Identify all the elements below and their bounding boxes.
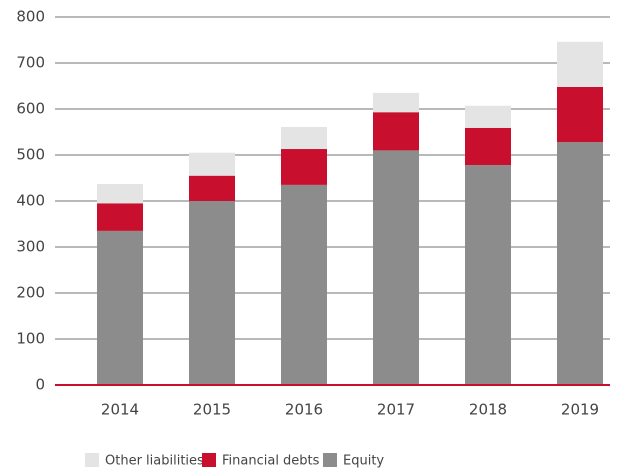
y-tick-label: 100 xyxy=(16,330,45,348)
bar-segment xyxy=(557,142,603,385)
y-tick-label: 300 xyxy=(16,238,45,256)
y-tick-label: 600 xyxy=(16,100,45,118)
bar-segment xyxy=(281,149,327,185)
legend-swatch xyxy=(85,453,99,467)
y-tick-label: 200 xyxy=(16,284,45,302)
bar-segment xyxy=(465,105,511,128)
legend-swatch xyxy=(323,453,337,467)
x-tick-label: 2019 xyxy=(561,401,599,419)
x-tick-label: 2016 xyxy=(285,401,323,419)
legend-label: Financial debts xyxy=(222,454,320,469)
y-tick-label: 500 xyxy=(16,146,45,164)
bar-segment xyxy=(281,126,327,150)
legend-swatch xyxy=(202,453,216,467)
bar-segment xyxy=(557,86,603,143)
bar-segment xyxy=(189,152,235,176)
y-tick-label: 0 xyxy=(35,376,45,394)
y-tick-label: 700 xyxy=(16,54,45,72)
legend-label: Equity xyxy=(343,454,384,469)
x-tick-label: 2014 xyxy=(101,401,139,419)
bar-segment xyxy=(189,201,235,385)
x-tick-label: 2017 xyxy=(377,401,415,419)
bar-segment xyxy=(465,127,511,166)
bar-segment xyxy=(97,183,143,204)
y-tick-label: 400 xyxy=(16,192,45,210)
legend-label: Other liabilities xyxy=(105,454,204,469)
bar-segment xyxy=(557,41,603,87)
x-tick-label: 2018 xyxy=(469,401,507,419)
bar-segment xyxy=(189,175,235,201)
bar-segment xyxy=(373,112,419,151)
bar-segment xyxy=(281,184,327,385)
bar-segment xyxy=(373,92,419,113)
bar-segment xyxy=(465,165,511,385)
bar-segment xyxy=(97,203,143,231)
x-tick-label: 2015 xyxy=(193,401,231,419)
bar-segment xyxy=(97,230,143,385)
y-tick-label: 800 xyxy=(16,8,45,26)
bar-segment xyxy=(373,150,419,385)
